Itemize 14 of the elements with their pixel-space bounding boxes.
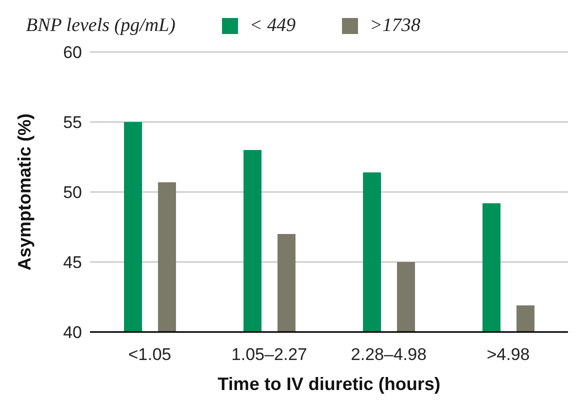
x-tick-label: 2.28–4.98 — [350, 345, 427, 364]
y-axis-title: Asymptomatic (%) — [14, 113, 34, 271]
x-axis-title: Time to IV diuretic (hours) — [218, 374, 440, 394]
x-tick-label: <1.05 — [128, 345, 172, 364]
y-tick-label: 60 — [63, 43, 82, 62]
legend-label: < 449 — [248, 15, 296, 37]
legend-title: BNP levels (pg/mL) — [26, 15, 176, 37]
y-tick-label: 45 — [63, 253, 82, 272]
legend-label: >1738 — [368, 15, 420, 37]
y-tick-label: 50 — [63, 183, 82, 202]
y-tick-label: 55 — [63, 113, 82, 132]
y-tick-label: 40 — [63, 323, 82, 342]
x-tick-label: 1.05–2.27 — [231, 345, 308, 364]
x-tick-label: >4.98 — [486, 345, 530, 364]
